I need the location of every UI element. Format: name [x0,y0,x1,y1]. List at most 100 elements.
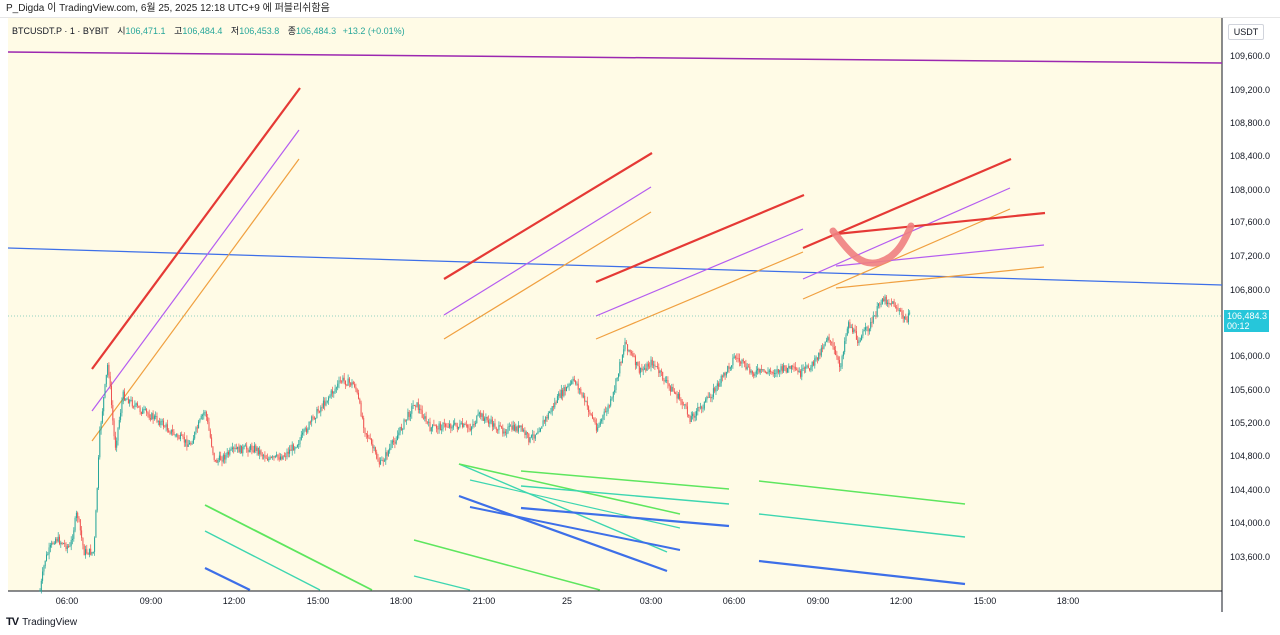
candle-body [437,428,439,430]
candle-body [789,365,791,370]
candle-body [111,386,112,405]
trendline[interactable] [7,51,1223,64]
candle-body [75,512,77,518]
candle-body [680,398,682,402]
trendline[interactable] [413,575,471,591]
candle-body [684,404,686,406]
candle-body [451,427,453,429]
trendline[interactable] [443,152,653,280]
candle-body [302,432,304,435]
price-tick-label: 106,000.0 [1230,351,1270,361]
candle-body [699,406,701,408]
candle-body [525,432,527,435]
highlight-brush-stroke[interactable] [829,222,915,267]
candle-body [90,548,92,555]
price-tick-label: 106,800.0 [1230,285,1270,295]
candle-body [659,370,661,374]
candle-body [608,405,610,407]
candle-body [94,537,96,552]
candle-body [477,413,479,416]
trendline[interactable] [469,506,681,551]
trendline[interactable] [835,266,1045,289]
candle-body [350,382,352,386]
trendline[interactable] [835,211,1046,236]
candle-body [624,341,626,350]
candle-body [784,365,786,368]
trendline[interactable] [91,129,300,412]
trendline[interactable] [458,463,668,553]
trendline[interactable] [91,87,301,370]
trendline[interactable] [443,211,652,340]
candle-body [186,439,188,447]
trendline[interactable] [91,158,300,442]
candle-body [417,402,419,410]
candle-body [391,440,393,444]
candle-body [823,345,825,349]
trendline[interactable] [7,247,1223,286]
trendline[interactable] [520,506,730,528]
trendline[interactable] [758,559,966,586]
trendline[interactable] [458,494,668,573]
candle-body [53,543,55,545]
candle-body [52,542,54,544]
trendline[interactable] [443,186,652,316]
candle-body [468,427,470,429]
candle-body [473,424,475,425]
candle-body [885,296,887,305]
candle-body [826,340,827,342]
currency-selector[interactable]: USDT [1228,24,1264,40]
trendline[interactable] [469,479,681,529]
candle-body [293,444,294,451]
trendline[interactable] [520,485,730,505]
trendline[interactable] [204,504,373,591]
candle-body [222,454,224,462]
candle-body [783,365,785,372]
trendline[interactable] [595,193,805,284]
chart-canvas[interactable]: 109,600.0 109,200.0 108,800.0 108,400.0 108,… [0,0,1280,612]
candle-body [879,303,881,305]
candle-body [446,426,448,428]
trendline[interactable] [758,513,966,538]
candle-body [78,517,80,520]
candle-body [683,404,684,406]
time-tick-label: 09:00 [140,596,163,606]
candle-body [900,310,902,311]
candle-body [203,412,205,416]
candle-body [736,357,738,359]
trendline[interactable] [595,251,804,340]
candle-body [829,340,831,342]
trendline[interactable] [413,539,601,591]
candle-body [603,411,605,416]
candle-body [537,431,539,434]
bar-countdown: 00:12 [1227,321,1250,331]
candle-body [352,382,354,385]
candle-body [703,401,705,409]
trendline[interactable] [520,470,730,490]
candle-body [633,356,635,357]
candle-body [254,445,255,452]
candle-body [447,426,449,428]
trendline[interactable] [458,463,681,515]
candle-body [907,313,909,323]
candle-body [333,391,335,394]
candle-body [746,366,748,370]
trendline[interactable] [802,208,1011,300]
trendline[interactable] [204,567,251,591]
candle-body [550,411,552,413]
trendline-drawings[interactable] [7,51,1223,591]
candle-body [497,429,499,431]
candle-body [645,368,647,371]
candle-body [60,542,62,545]
trendline[interactable] [595,228,804,317]
low-label: 저 [230,26,240,36]
time-tick-label: 15:00 [307,596,330,606]
candle-body [657,366,658,368]
candle-body [324,400,326,406]
trendline[interactable] [204,530,321,591]
candle-body [692,413,694,417]
candle-body [905,316,907,320]
candle-body [406,419,408,421]
candle-body [720,375,722,384]
candle-body [150,418,151,420]
trendline[interactable] [758,480,966,505]
